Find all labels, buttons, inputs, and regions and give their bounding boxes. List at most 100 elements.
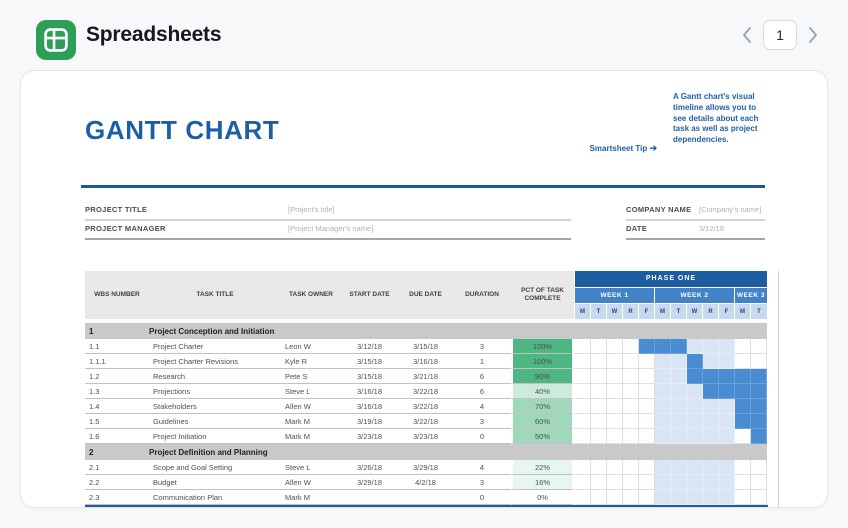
task-title-cell: Project Initiation <box>149 429 281 444</box>
task-title-cell: Project Charter <box>149 339 281 354</box>
task-row: 1.5 Guidelines Mark M 3/19/18 3/22/18 3 60% <box>85 414 767 429</box>
row-gap <box>574 490 575 505</box>
duration-cell: 3 <box>453 414 511 429</box>
gantt-empty-cell <box>751 460 767 475</box>
gantt-empty-cell <box>607 490 623 505</box>
spreadsheets-app-icon <box>36 20 76 60</box>
week-header: WEEK 1 <box>575 287 655 304</box>
template-preview-card[interactable]: GANTT CHART Smartsheet Tip ➔ A Gantt cha… <box>20 70 828 508</box>
section-row: 1 Project Conception and Initiation <box>85 323 767 339</box>
sheet-title: GANTT CHART <box>85 115 280 145</box>
column-header: PCT OF TASK COMPLETE <box>521 287 564 302</box>
day-header: T <box>591 304 607 319</box>
wbs-cell: 2.1 <box>85 460 149 475</box>
day-header: T <box>671 304 687 319</box>
duration-cell: 6 <box>453 384 511 399</box>
tip-arrow-icon: ➔ <box>649 143 657 153</box>
gantt-range-cell <box>655 429 671 444</box>
wbs-cell: 1.2 <box>85 369 149 384</box>
gantt-empty-cell <box>623 414 639 429</box>
duration-cell: 3 <box>453 475 511 490</box>
task-title-cell: Budget <box>149 475 281 490</box>
prev-page-chevron-icon[interactable] <box>740 24 754 46</box>
gantt-empty-cell <box>639 399 655 414</box>
task-title-cell: Research <box>149 369 281 384</box>
due-date-cell: 3/29/18 <box>398 460 453 475</box>
gantt-empty-cell <box>591 369 607 384</box>
task-owner-cell: Allen W <box>281 399 341 414</box>
gantt-range-cell <box>703 475 719 490</box>
gantt-range-cell <box>719 399 735 414</box>
gantt-range-cell <box>687 490 703 505</box>
gantt-empty-cell <box>623 339 639 354</box>
task-owner-cell: Pete S <box>281 369 341 384</box>
gantt-range-cell <box>671 490 687 505</box>
gantt-empty-cell <box>623 399 639 414</box>
task-row: 2.3 Communication Plan Mark M 0 0% <box>85 490 767 505</box>
gantt-empty-cell <box>751 490 767 505</box>
gantt-empty-cell <box>575 384 591 399</box>
page-number-box[interactable]: 1 <box>763 20 797 50</box>
task-owner-cell: Steve L <box>281 460 341 475</box>
gantt-empty-cell <box>639 384 655 399</box>
gantt-range-cell <box>719 339 735 354</box>
gantt-bar-cell <box>639 339 655 354</box>
gantt-range-cell <box>655 475 671 490</box>
task-owner-cell: Steve L <box>281 384 341 399</box>
day-header: M <box>735 304 751 319</box>
gantt-empty-cell <box>639 490 655 505</box>
task-title-cell: Scope and Goal Setting <box>149 460 281 475</box>
gantt-table: WBS NUMBER TASK TITLE TASK OWNER START DATE… <box>85 271 767 505</box>
next-page-chevron-icon[interactable] <box>806 24 820 46</box>
pct-complete-cell: 70% <box>511 399 574 414</box>
gantt-bar-cell <box>751 384 767 399</box>
start-date-cell: 3/15/18 <box>341 369 398 384</box>
row-gap <box>574 460 575 475</box>
gantt-range-cell <box>703 399 719 414</box>
app-header: Spreadsheets 1 <box>0 0 848 70</box>
gantt-empty-cell <box>639 475 655 490</box>
task-row: 2.2 Budget Allen W 3/29/18 4/2/18 3 16% <box>85 475 767 490</box>
start-date-cell <box>341 490 398 505</box>
gantt-range-cell <box>671 414 687 429</box>
gantt-empty-cell <box>639 460 655 475</box>
row-gap <box>574 384 575 399</box>
row-gap <box>574 414 575 429</box>
gantt-empty-cell <box>607 339 623 354</box>
day-header: T <box>751 304 767 319</box>
gantt-empty-cell <box>639 414 655 429</box>
gantt-empty-cell <box>575 414 591 429</box>
gantt-empty-cell <box>591 399 607 414</box>
gantt-range-cell <box>655 354 671 369</box>
field-label: DATE <box>626 224 648 233</box>
phase-header: PHASE ONE <box>575 271 767 287</box>
gantt-range-cell <box>655 399 671 414</box>
gantt-empty-cell <box>623 369 639 384</box>
gantt-empty-cell <box>591 429 607 444</box>
gantt-empty-cell <box>623 429 639 444</box>
pct-complete-cell: 50% <box>511 429 574 444</box>
field-project-manager: PROJECT MANAGER [Project Manager's name] <box>85 221 571 240</box>
day-header: R <box>703 304 719 319</box>
task-owner-cell: Kyle R <box>281 354 341 369</box>
gantt-empty-cell <box>751 475 767 490</box>
field-value: 3/12/18 <box>699 224 725 233</box>
gantt-row <box>575 460 767 475</box>
gantt-empty-cell <box>751 354 767 369</box>
gantt-empty-cell <box>575 339 591 354</box>
gantt-empty-cell <box>735 429 751 444</box>
gantt-range-cell <box>655 384 671 399</box>
gantt-bar-cell <box>687 369 703 384</box>
task-title-cell: Guidelines <box>149 414 281 429</box>
column-header: WBS NUMBER <box>94 291 140 298</box>
pct-complete-cell: 100% <box>511 339 574 354</box>
section-wbs: 2 <box>89 447 94 457</box>
gantt-range-cell <box>655 490 671 505</box>
due-date-cell: 3/22/18 <box>398 384 453 399</box>
day-header: M <box>655 304 671 319</box>
title-divider <box>81 185 765 188</box>
duration-cell: 0 <box>453 429 511 444</box>
gantt-bar-cell <box>751 414 767 429</box>
smartsheet-tip-label: Smartsheet Tip ➔ <box>589 143 657 153</box>
